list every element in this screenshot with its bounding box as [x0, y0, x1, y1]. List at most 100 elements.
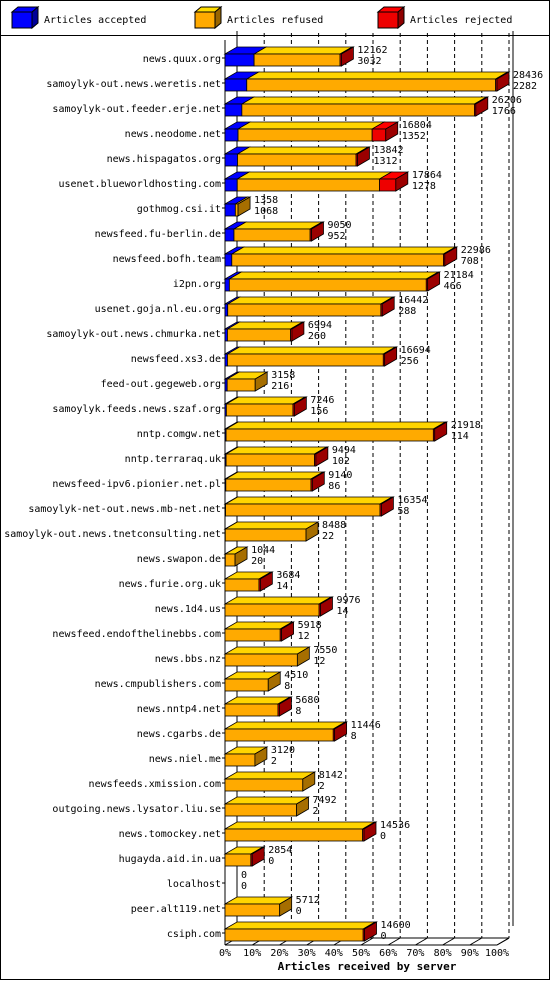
bar: [225, 729, 333, 741]
bar: [225, 529, 306, 541]
bar: [225, 79, 247, 91]
y-tick-label: feed-out.gegeweb.org: [101, 379, 221, 390]
accepted-label: 0: [241, 881, 247, 892]
bar-top: [234, 222, 322, 229]
bar: [225, 179, 237, 191]
bar: [238, 129, 372, 141]
accepted-label: 58: [397, 506, 409, 517]
total-label: 1044: [251, 545, 275, 556]
bar: [227, 379, 255, 391]
y-tick-label: samoylyk-out.news.weretis.net: [46, 79, 221, 90]
y-tick-label: news.quux.org: [143, 54, 221, 65]
accepted-label: 2: [313, 806, 319, 817]
x-tick-label: 90%: [461, 948, 479, 959]
x-axis-label: Articles received by server: [278, 960, 457, 973]
accepted-label: 216: [271, 381, 289, 392]
total-label: 28436: [513, 70, 543, 81]
bar: [225, 229, 234, 241]
y-tick-label: i2pn.org: [173, 279, 221, 290]
bar-top: [238, 122, 384, 129]
total-label: 9976: [336, 595, 360, 606]
tick-mark: [443, 938, 455, 945]
y-tick-label: localhost: [167, 879, 221, 890]
bar: [225, 779, 303, 791]
bar-top: [225, 797, 309, 804]
bar-top: [237, 172, 391, 179]
bar: [225, 154, 238, 166]
bar: [229, 279, 426, 291]
bar-top: [238, 147, 369, 154]
tick-mark: [470, 938, 482, 945]
legend-label: Articles accepted: [44, 15, 146, 26]
x-tick-label: 50%: [352, 948, 370, 959]
accepted-label: 8: [284, 681, 290, 692]
accepted-label: 12: [313, 656, 325, 667]
y-tick-label: usenet.blueworldhosting.com: [58, 179, 221, 190]
bar-top: [225, 722, 345, 729]
bar: [225, 254, 232, 266]
legend-swatch: [195, 12, 215, 28]
bar: [225, 654, 297, 666]
total-label: 16354: [397, 495, 427, 506]
bar: [225, 304, 228, 316]
total-label: 22986: [461, 245, 491, 256]
bar-top: [225, 522, 318, 529]
bar-top: [242, 97, 487, 104]
bar: [226, 429, 433, 441]
x-tick-label: 10%: [243, 948, 261, 959]
bar-top: [227, 322, 302, 329]
bar-top: [226, 472, 323, 479]
bar: [242, 104, 475, 116]
bar: [225, 829, 363, 841]
bar: [225, 279, 229, 291]
bar-top: [228, 297, 393, 304]
bar: [226, 454, 314, 466]
bar-top: [227, 347, 395, 354]
accepted-label: 14: [276, 581, 288, 592]
bar: [247, 79, 496, 91]
x-tick-label: 70%: [406, 948, 424, 959]
total-label: 6994: [308, 320, 332, 331]
bar: [225, 129, 238, 141]
total-label: 16694: [401, 345, 431, 356]
bar-top: [225, 772, 315, 779]
legend-label: Articles refused: [227, 15, 323, 26]
accepted-label: 0: [296, 906, 302, 917]
accepted-label: 0: [380, 831, 386, 842]
bar: [228, 304, 381, 316]
bar: [234, 229, 310, 241]
bar: [225, 704, 278, 716]
y-tick-label: news.bbs.nz: [155, 654, 221, 665]
y-tick-label: hugayda.aid.in.ua: [119, 854, 221, 865]
accepted-label: 1312: [373, 156, 397, 167]
bar-top: [247, 72, 508, 79]
bar: [238, 154, 357, 166]
total-label: 9140: [328, 470, 352, 481]
total-label: 7492: [313, 795, 337, 806]
bar: [225, 204, 235, 216]
total-label: 9494: [332, 445, 356, 456]
total-label: 17864: [412, 170, 442, 181]
total-label: 12162: [357, 45, 387, 56]
total-label: 16442: [398, 295, 428, 306]
total-label: 13842: [373, 145, 403, 156]
y-tick-label: news.swapon.de: [137, 554, 221, 565]
total-label: 7550: [313, 645, 337, 656]
bar: [225, 904, 280, 916]
accepted-label: 3032: [357, 56, 381, 67]
accepted-label: 952: [327, 231, 345, 242]
y-tick-label: outgoing.news.lysator.liu.se: [52, 804, 221, 815]
bar-top: [226, 497, 392, 504]
total-label: 0: [241, 870, 247, 881]
accepted-label: 2: [319, 781, 325, 792]
total-label: 14536: [380, 820, 410, 831]
y-tick-label: newsfeeds.xmission.com: [89, 779, 221, 790]
total-label: 14600: [381, 920, 411, 931]
y-tick-label: news.furie.org.uk: [119, 579, 221, 590]
y-tick-label: news.1d4.us: [155, 604, 221, 615]
y-tick-label: peer.alt119.net: [131, 904, 221, 915]
total-label: 3158: [271, 370, 295, 381]
accepted-label: 1352: [402, 131, 426, 142]
bar: [372, 129, 386, 141]
x-tick-label: 0%: [219, 948, 231, 959]
